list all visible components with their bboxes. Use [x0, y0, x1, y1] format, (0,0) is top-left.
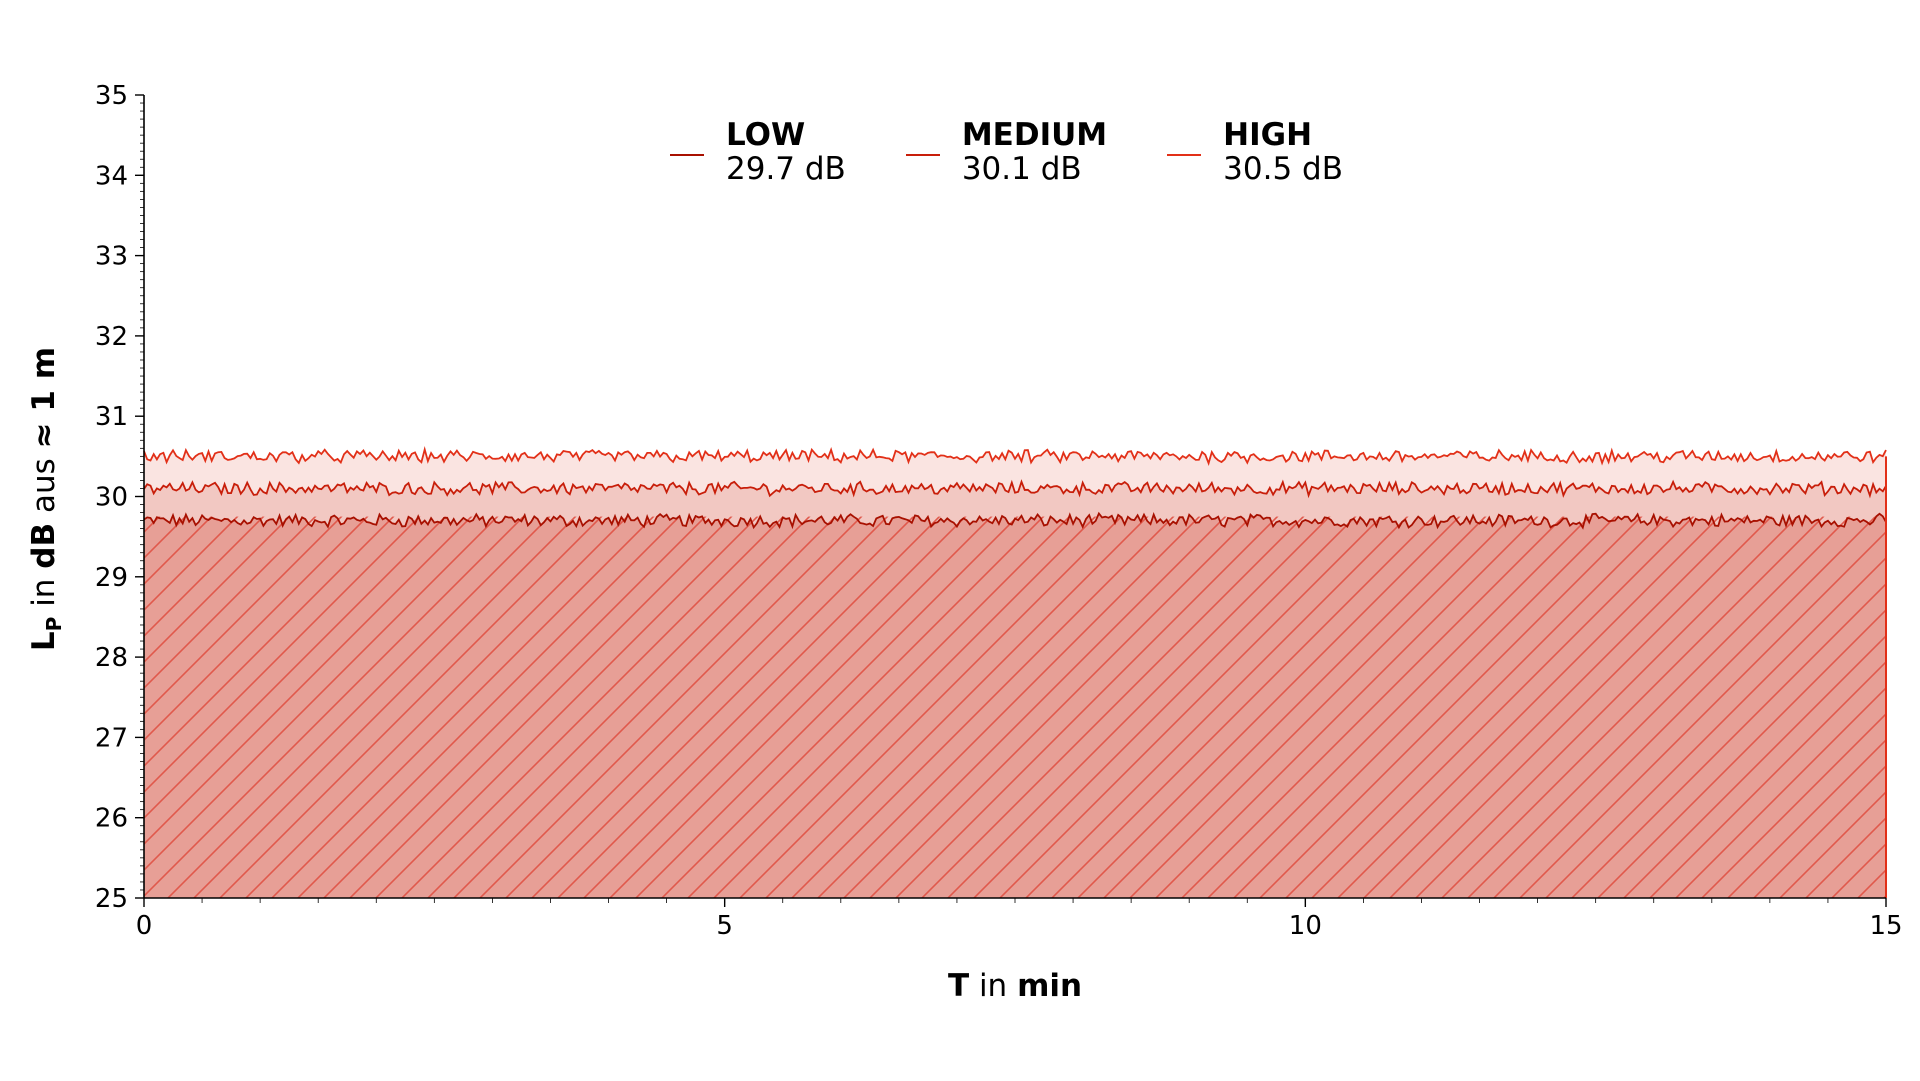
legend-item-low: LOW 29.7 dB [670, 118, 846, 186]
y-tick-label: 29 [95, 563, 128, 593]
hatch-fill [144, 516, 1886, 898]
x-tick-label: 15 [1869, 911, 1902, 941]
x-label-part: min [1017, 968, 1083, 1004]
legend-value-low: 29.7 dB [726, 151, 846, 187]
legend-label-low: LOW [726, 117, 806, 153]
y-tick-label: 33 [95, 242, 128, 272]
y-label-part: L [25, 631, 62, 652]
x-tick-label: 5 [716, 911, 733, 941]
x-label-part: T [947, 968, 970, 1004]
y-label-part: P [42, 616, 67, 632]
axes: 25 26 27 28 29 30 31 32 33 34 35 0 5 10 15 [95, 81, 1903, 941]
y-tick-label: 30 [95, 483, 128, 513]
legend-value-medium: 30.1 dB [961, 151, 1082, 187]
legend-value-high: 30.5 dB [1223, 151, 1343, 187]
x-label-part: in [969, 968, 1018, 1004]
legend-swatch-low [670, 154, 704, 156]
y-tick-label: 26 [95, 804, 128, 834]
legend: LOW 29.7 dB MEDIUM 30.1 dB HIGH 30.5 dB [670, 118, 1343, 186]
legend-swatch-medium [905, 154, 940, 156]
series-areas [144, 449, 1886, 898]
legend-label-high: HIGH [1223, 117, 1313, 153]
y-label-part: aus [25, 448, 62, 523]
x-axis-label: T in min [948, 968, 1082, 1004]
y-label-part: dB [25, 522, 62, 569]
y-tick-label: 25 [95, 884, 128, 914]
legend-label-medium: MEDIUM [961, 117, 1108, 153]
legend-item-high: HIGH 30.5 dB [1167, 118, 1343, 186]
series-line-low [143, 511, 1887, 530]
y-tick-label: 32 [95, 322, 128, 352]
x-tick-label: 10 [1289, 911, 1322, 941]
y-tick-label: 28 [95, 643, 128, 673]
series-line-medium [143, 479, 1887, 499]
y-label-part: in [25, 568, 62, 617]
y-tick-label: 31 [95, 402, 128, 432]
x-tick-label: 0 [136, 911, 153, 941]
series-lines [143, 446, 1887, 898]
series-line-high [143, 446, 1887, 466]
y-axis-label: LP in dB aus ≈ 1 m [26, 347, 66, 651]
y-tick-label: 34 [95, 161, 128, 191]
y-tick-label: 35 [95, 81, 128, 111]
legend-swatch-high [1167, 154, 1202, 156]
y-label-part: ≈ 1 m [25, 346, 62, 449]
y-tick-label: 27 [95, 723, 128, 753]
legend-item-medium: MEDIUM 30.1 dB [905, 117, 1108, 187]
